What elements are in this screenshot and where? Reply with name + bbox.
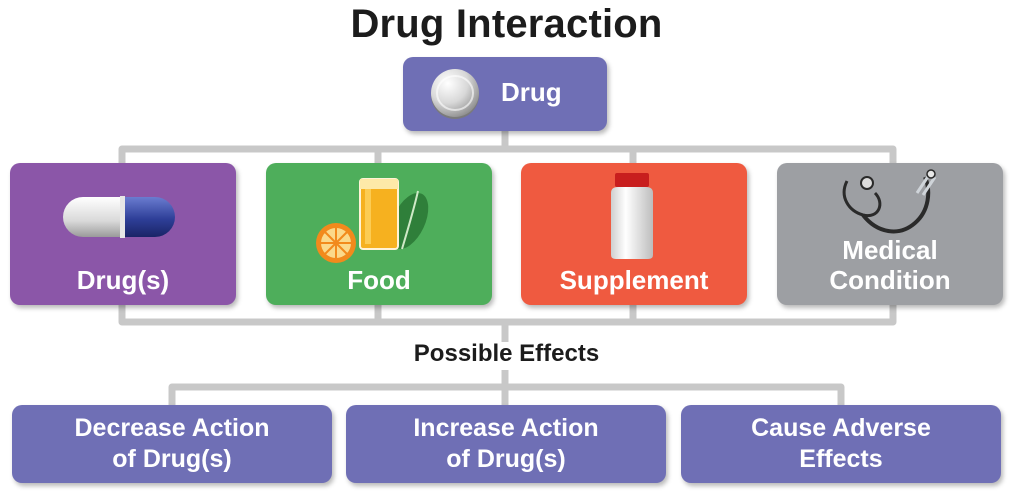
tablet-icon (431, 69, 479, 119)
effect-increase-action: Increase Action of Drug(s) (346, 405, 666, 483)
capsule-icon (63, 196, 175, 238)
effect-decrease-action: Decrease Action of Drug(s) (12, 405, 332, 483)
diagram-title: Drug Interaction (350, 2, 663, 46)
effect-decrease-action-label: Decrease Action of Drug(s) (74, 414, 270, 473)
supplement-bottle-icon (611, 173, 653, 259)
drug-box: Drug (403, 57, 607, 131)
drug-box-label: Drug (501, 77, 562, 107)
category-supplement-label: Supplement (559, 265, 709, 295)
category-food-label: Food (347, 265, 411, 295)
category-drugs-label: Drug(s) (76, 265, 170, 295)
stethoscope-icon (842, 169, 937, 234)
category-supplement: Supplement (521, 163, 747, 305)
effect-cause-adverse: Cause Adverse Effects (681, 405, 1001, 483)
effect-cause-adverse-label: Cause Adverse Effects (751, 414, 931, 473)
category-medical-condition: Medical Condition (777, 163, 1003, 305)
connector-top-bus (118, 145, 897, 163)
possible-effects-heading: Possible Effects (413, 340, 600, 367)
effect-increase-action-label: Increase Action of Drug(s) (413, 414, 599, 473)
category-medical-condition-label: Medical Condition (829, 235, 951, 295)
category-food: Food (266, 163, 492, 305)
connector-bottom-bus (118, 305, 897, 326)
category-drugs: Drug(s) (10, 163, 236, 305)
food-icon (316, 178, 429, 263)
